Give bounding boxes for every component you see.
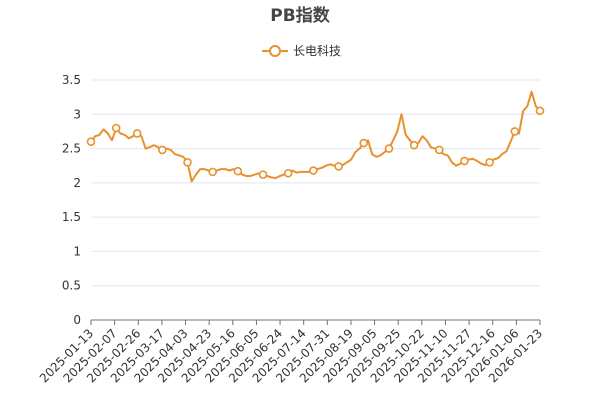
legend-label: 长电科技 (293, 44, 341, 58)
data-point[interactable] (434, 145, 444, 155)
data-point[interactable] (183, 157, 192, 167)
data-point[interactable] (359, 138, 369, 148)
data-point[interactable] (309, 166, 318, 175)
data-point[interactable] (233, 166, 243, 176)
data-point[interactable] (283, 168, 293, 178)
data-point[interactable] (384, 144, 394, 153)
y-tick-label: 3.5 (62, 73, 81, 87)
x-axis: 2025-01-132025-02-072025-02-262025-03-17… (37, 320, 545, 385)
data-point[interactable] (158, 145, 167, 155)
y-tick-label: 0 (73, 313, 81, 327)
data-point[interactable] (409, 140, 419, 150)
y-tick-label: 1.5 (62, 210, 81, 224)
data-point[interactable] (460, 156, 469, 166)
data-point[interactable] (132, 129, 142, 138)
y-tick-label: 1 (73, 244, 81, 258)
data-point[interactable] (334, 162, 343, 171)
chart-title: PB指数 (270, 5, 330, 26)
series-layer (86, 90, 545, 183)
y-tick-label: 2 (73, 176, 81, 190)
legend[interactable]: 长电科技 (262, 44, 341, 58)
data-point[interactable] (86, 137, 96, 147)
data-point[interactable] (111, 123, 121, 133)
y-tick-label: 0.5 (62, 279, 81, 293)
grid-lines (91, 79, 540, 321)
data-point[interactable] (485, 157, 494, 167)
y-tick-label: 2.5 (62, 142, 81, 156)
data-point[interactable] (258, 170, 268, 179)
legend-marker (269, 45, 281, 57)
data-point[interactable] (208, 167, 217, 177)
y-axis-ticks: 0 0.5 1 1.5 2 2.5 3 3.5 (62, 73, 81, 327)
y-tick-label: 3 (73, 107, 81, 121)
data-point[interactable] (510, 127, 520, 136)
data-point[interactable] (535, 106, 545, 116)
